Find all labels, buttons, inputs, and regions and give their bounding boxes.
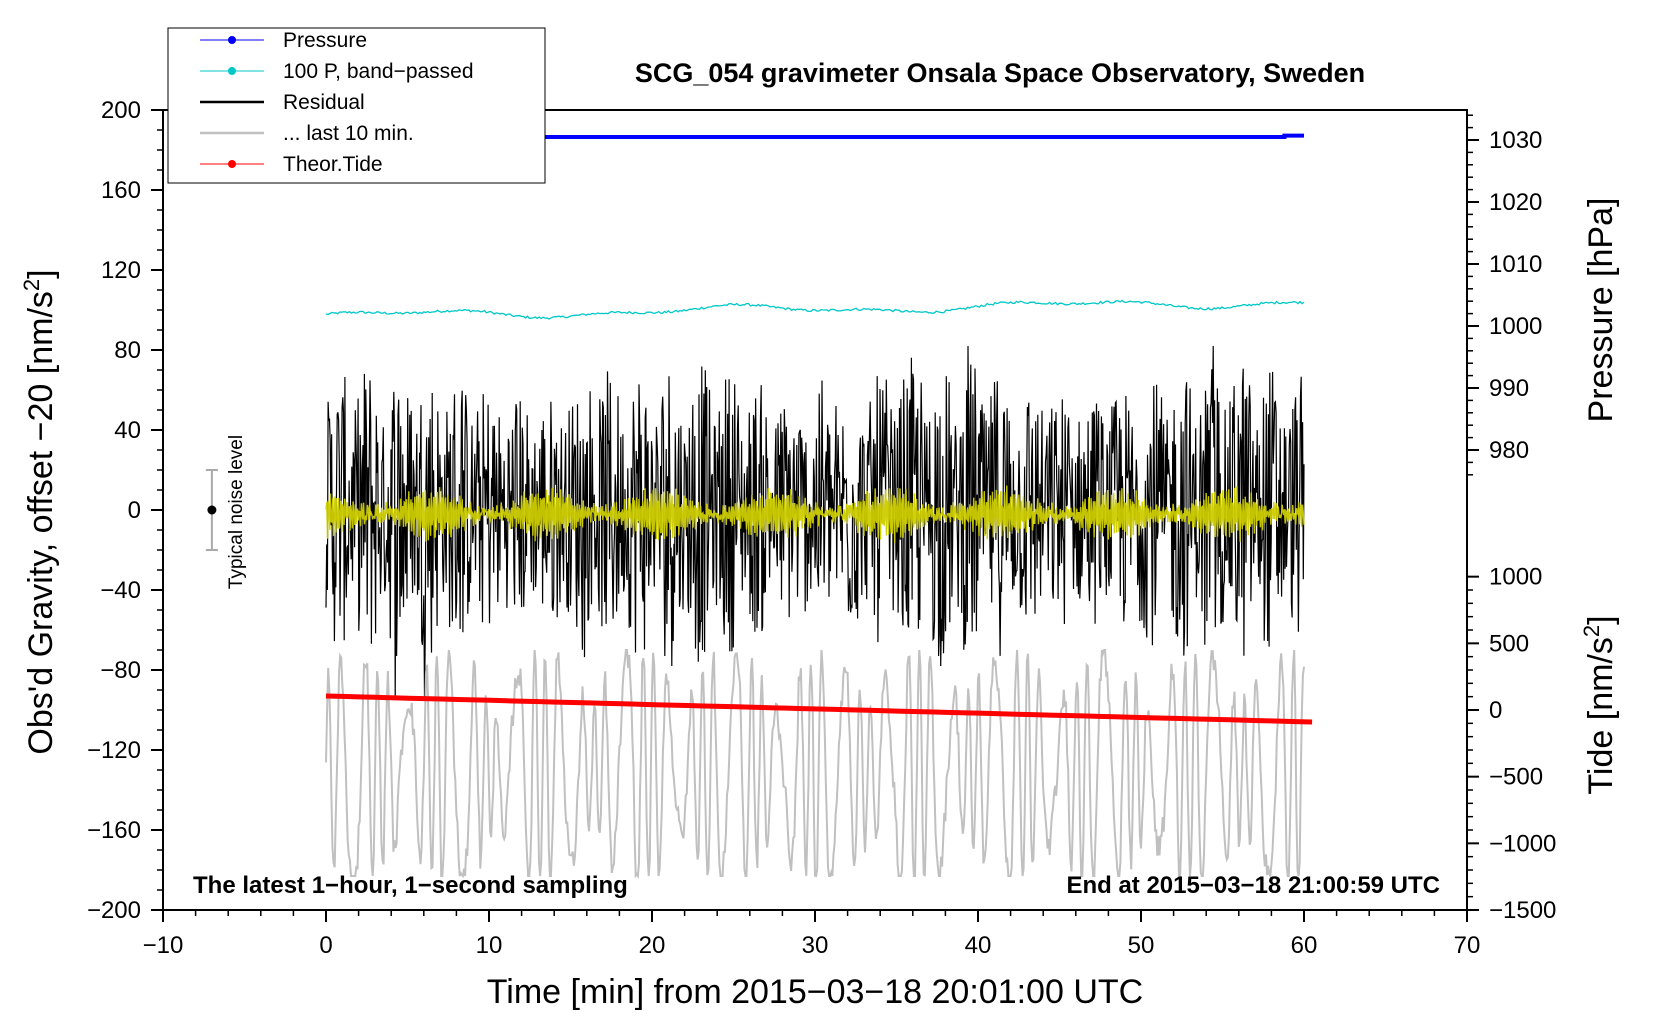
legend-marker-band-passed: [228, 67, 236, 75]
x-axis: −10 0 10 20 30 40 50 60 70: [143, 910, 1481, 959]
last-10-min-series: [325, 649, 1305, 880]
y-axis-title-sup: 2: [19, 279, 44, 291]
pressure-axis-title: Pressure [hPa]: [1582, 198, 1620, 423]
tide-tick-label: −1500: [1489, 897, 1556, 924]
x-tick-label: −10: [143, 932, 184, 959]
x-tick-label: 40: [965, 932, 992, 959]
y-axis-title: Obs'd Gravity, offset −20 [nm/s2]: [19, 269, 60, 754]
legend-label-last-10-min: ... last 10 min.: [283, 122, 414, 145]
tide-tick-label: −500: [1489, 764, 1543, 791]
theor-tide-series: [325, 693, 1313, 725]
pressure-tick-label: 1000: [1489, 313, 1542, 340]
residual-series: [325, 345, 1305, 701]
y-axis-left: −200 −160 −120 −80 −40 0 40 80 120 160 200: [87, 97, 163, 924]
typical-noise-label: Typical noise level: [226, 435, 247, 589]
y-axis-pressure: 980 990 1000 1010 1020 1030: [1467, 114, 1542, 476]
y-tick-label: 120: [101, 257, 141, 284]
filtered-series: [325, 485, 1305, 544]
tide-axis-title-close: ]: [1582, 615, 1620, 624]
x-tick-label: 0: [319, 932, 332, 959]
tide-tick-label: −1000: [1489, 830, 1556, 857]
legend-label-band-passed: 100 P, band−passed: [283, 60, 474, 83]
y-tick-label: −160: [87, 817, 141, 844]
x-tick-label: 10: [476, 932, 503, 959]
filtered-line: [325, 485, 1305, 544]
pressure-tick-label: 1030: [1489, 127, 1542, 154]
tide-axis-title: Tide [nm/s2]: [1579, 615, 1620, 794]
x-axis-title: Time [min] from 2015−03−18 20:01:00 UTC: [487, 973, 1143, 1011]
legend-label-theor-tide: Theor.Tide: [283, 153, 383, 176]
legend-box: [167, 27, 546, 184]
tide-tick-label: 500: [1489, 630, 1529, 657]
pressure-tick-label: 990: [1489, 375, 1529, 402]
y-tick-label: −40: [100, 577, 141, 604]
band-passed-line: [325, 299, 1305, 320]
x-tick-label: 50: [1128, 932, 1155, 959]
pressure-series: [326, 133, 1304, 139]
y-axis-tide: −1500 −1000 −500 0 500 1000: [1467, 564, 1556, 924]
tide-tick-label: 0: [1489, 697, 1502, 724]
tide-tick-label: 1000: [1489, 564, 1542, 591]
tide-axis-title-main: Tide [nm/s: [1582, 637, 1620, 794]
legend-label-residual: Residual: [283, 91, 365, 114]
pressure-tick-label: 980: [1489, 437, 1529, 464]
y-tick-label: 40: [114, 417, 141, 444]
legend-marker-theor-tide: [228, 160, 236, 168]
chart-title: SCG_054 gravimeter Onsala Space Observat…: [635, 58, 1365, 88]
legend: Pressure 100 P, band−passed Residual ...…: [167, 27, 546, 184]
y-tick-label: −80: [100, 657, 141, 684]
noise-dot: [207, 505, 217, 515]
annotation-sampling: The latest 1−hour, 1−second sampling: [193, 872, 628, 899]
pressure-tick-label: 1020: [1489, 189, 1542, 216]
legend-marker-pressure: [228, 36, 236, 44]
x-tick-label: 60: [1291, 932, 1318, 959]
y-tick-label: 200: [101, 97, 141, 124]
last-10-min-line: [325, 649, 1305, 880]
pressure-line: [326, 133, 1304, 139]
y-axis-title-main: Obs'd Gravity, offset −20 [nm/s: [22, 291, 60, 754]
pressure-tick-label: 1010: [1489, 251, 1542, 278]
y-tick-label: 0: [128, 497, 141, 524]
y-tick-label: 160: [101, 177, 141, 204]
band-passed-pressure-series: [325, 299, 1305, 320]
theor-tide-line: [325, 693, 1313, 725]
y-tick-label: −120: [87, 737, 141, 764]
annotation-end-time: End at 2015−03−18 21:00:59 UTC: [1066, 872, 1440, 899]
x-tick-label: 70: [1454, 932, 1481, 959]
legend-label-pressure: Pressure: [283, 29, 367, 52]
residual-line: [325, 345, 1305, 701]
x-tick-label: 30: [802, 932, 829, 959]
y-tick-label: −200: [87, 897, 141, 924]
tide-axis-title-sup: 2: [1579, 625, 1604, 637]
x-tick-label: 20: [639, 932, 666, 959]
y-axis-title-close: ]: [22, 269, 60, 278]
typical-noise-marker: [205, 469, 218, 551]
y-tick-label: 80: [114, 337, 141, 364]
